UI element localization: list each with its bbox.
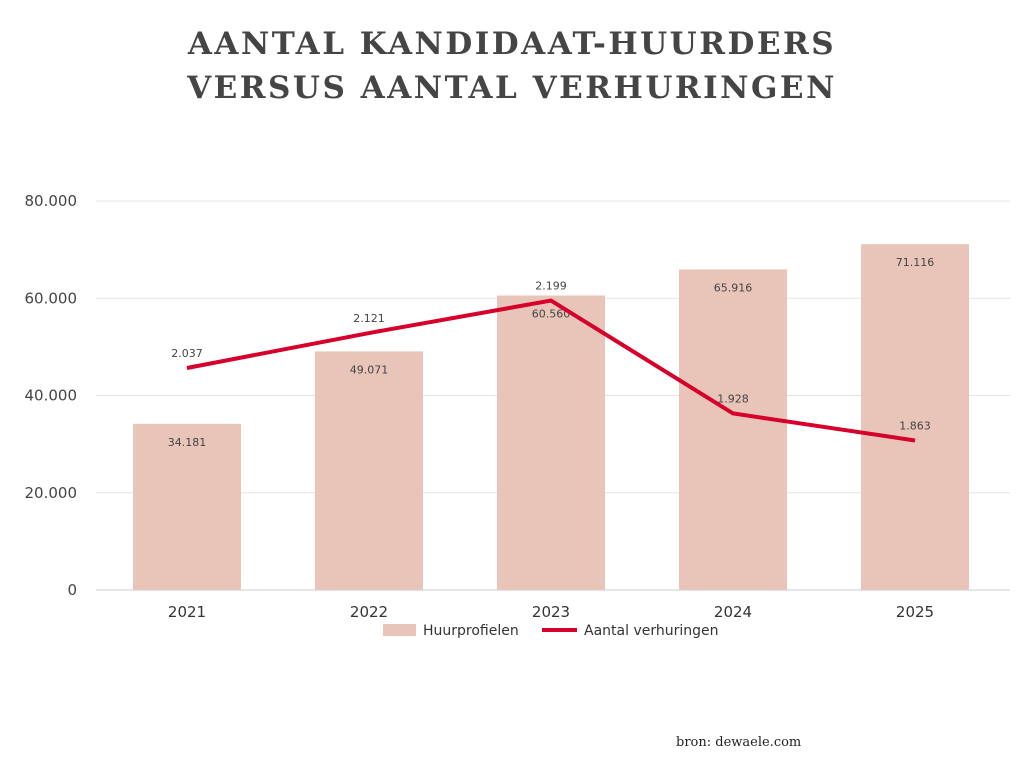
bar-data-label: 65.916 bbox=[714, 281, 753, 294]
x-tick-label: 2024 bbox=[714, 603, 752, 621]
bar-data-label: 34.181 bbox=[168, 436, 207, 449]
line-data-label: 2.199 bbox=[535, 280, 567, 293]
legend-label-aantal-verhuringen: Aantal verhuringen bbox=[584, 623, 718, 639]
x-tick-label: 2022 bbox=[350, 603, 388, 621]
bar-2021 bbox=[133, 423, 241, 590]
bar-2022 bbox=[315, 351, 423, 590]
legend-label-huurprofielen: Huurprofielen bbox=[423, 623, 519, 639]
chart-title: AANTAL KANDIDAAT-HUURDERS VERSUS AANTAL … bbox=[0, 22, 1024, 110]
line-data-label: 2.037 bbox=[171, 347, 203, 360]
bar-data-label: 71.116 bbox=[896, 256, 935, 269]
title-line-1: AANTAL KANDIDAAT-HUURDERS bbox=[187, 26, 837, 62]
x-tick-label: 2021 bbox=[168, 603, 206, 621]
title-line-2: VERSUS AANTAL VERHURINGEN bbox=[187, 70, 837, 106]
source-note: bron: dewaele.com bbox=[676, 735, 802, 750]
bar-2024 bbox=[679, 269, 787, 590]
line-data-label: 1.863 bbox=[899, 419, 931, 432]
bar-data-label: 49.071 bbox=[350, 363, 389, 376]
y-tick-label: 80.000 bbox=[25, 192, 78, 210]
x-tick-label: 2025 bbox=[896, 603, 934, 621]
y-tick-label: 40.000 bbox=[25, 387, 78, 405]
x-tick-label: 2023 bbox=[532, 603, 570, 621]
y-tick-label: 60.000 bbox=[25, 289, 78, 307]
y-tick-label: 0 bbox=[67, 581, 77, 599]
bar-data-label: 60.560 bbox=[532, 308, 571, 321]
bar-2025 bbox=[861, 244, 969, 590]
line-data-label: 1.928 bbox=[717, 392, 749, 405]
line-data-label: 2.121 bbox=[353, 312, 385, 325]
y-tick-label: 20.000 bbox=[25, 484, 78, 502]
bar-2023 bbox=[497, 295, 605, 590]
legend-swatch-huurprofielen bbox=[383, 624, 416, 636]
